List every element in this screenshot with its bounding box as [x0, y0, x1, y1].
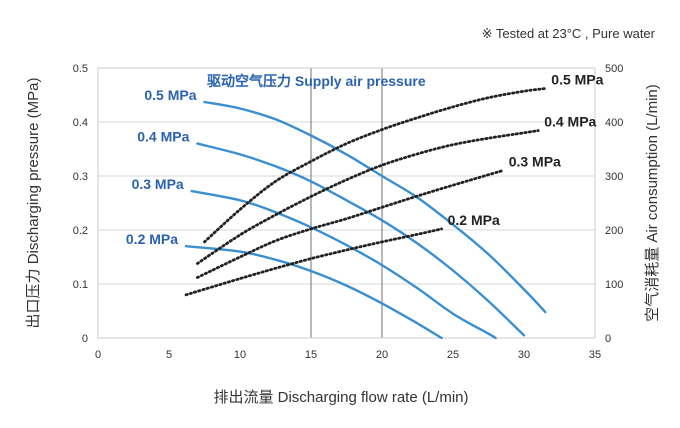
y-tick-label: 0.1 [73, 279, 88, 291]
pressure-curve-1 [196, 142, 526, 337]
x-tick-label: 25 [447, 349, 459, 361]
y-tick-label: 0 [82, 333, 88, 345]
air-series-label: 0.2 MPa [448, 212, 500, 228]
pressure-curve-3 [184, 245, 443, 340]
air-consumption-curve-2 [196, 169, 505, 279]
pressure-series-label: 0.5 MPa [144, 87, 196, 103]
pressure-curve-2 [190, 189, 497, 340]
air-series-label: 0.4 MPa [544, 114, 596, 130]
air-consumption-curve-0 [203, 87, 547, 244]
x-tick-label: 30 [518, 349, 530, 361]
y-tick-label: 0.5 [73, 63, 88, 75]
y-tick-label: 0.2 [73, 225, 88, 237]
y-tick-label: 0.3 [73, 171, 88, 183]
y2-tick-label: 200 [605, 225, 623, 237]
pressure-series-label: 0.4 MPa [137, 129, 189, 145]
y2-tick-label: 500 [605, 63, 623, 75]
y-tick-label: 0.4 [73, 117, 88, 129]
y-axis-title: 出口压力 Discharging pressure (MPa) [25, 78, 42, 329]
y2-tick-label: 0 [605, 333, 611, 345]
y2-tick-label: 300 [605, 171, 623, 183]
note-text: ※ Tested at 23°C , Pure water [482, 26, 656, 41]
reference-lines [310, 68, 383, 338]
y2-tick-labels: 0 100 200 300 400 500 [605, 63, 623, 345]
pressure-series-label: 0.3 MPa [132, 176, 184, 192]
x-tick-label: 20 [376, 349, 388, 361]
air-series-label: 0.3 MPa [509, 154, 561, 170]
pressure-curve-0 [203, 100, 547, 314]
grid-lines [98, 121, 595, 285]
plot-frame [97, 67, 596, 339]
y2-tick-label: 100 [605, 279, 623, 291]
air-consumption-curves [184, 87, 547, 297]
pressure-series-label: 0.2 MPa [126, 231, 178, 247]
x-tick-label: 5 [166, 349, 172, 361]
y2-axis-title: 空气消耗量 Air consumption (L/min) [644, 84, 661, 322]
pressure-curves [184, 100, 547, 340]
legend-title: 驱动空气压力 Supply air pressure [207, 73, 426, 89]
air-consumption-curve-3 [184, 227, 443, 297]
x-tick-label: 10 [234, 349, 246, 361]
x-tick-label: 15 [305, 349, 317, 361]
air-series-label: 0.5 MPa [551, 72, 603, 88]
x-tick-labels: 0 5 10 15 20 25 30 35 [95, 349, 601, 361]
x-tick-label: 35 [589, 349, 601, 361]
y-tick-labels: 0 0.1 0.2 0.3 0.4 0.5 [73, 63, 88, 345]
series-labels: 0.5 MPa 0.4 MPa 0.3 MPa 0.2 MPa 0.5 MPa 0.4 M… [126, 72, 604, 248]
y2-tick-label: 400 [605, 117, 623, 129]
x-tick-label: 0 [95, 349, 101, 361]
x-axis-title: 排出流量 Discharging flow rate (L/min) [213, 389, 468, 406]
air-consumption-curve-1 [196, 129, 540, 265]
